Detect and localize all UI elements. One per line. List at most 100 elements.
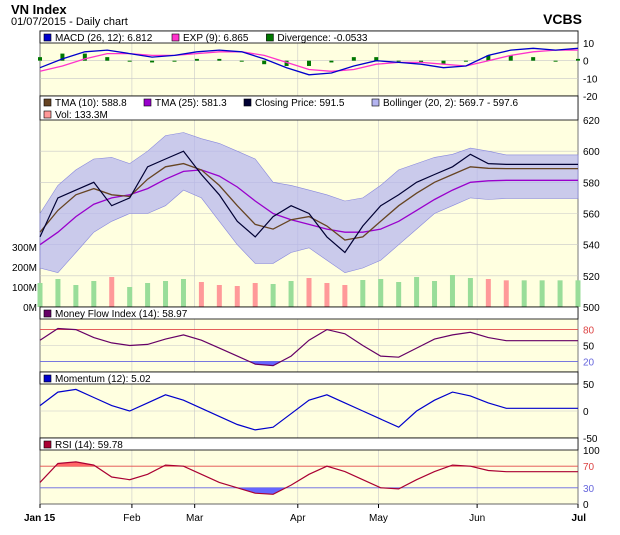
- divergence-bar: [419, 60, 424, 63]
- y-tick-label: 100: [583, 446, 600, 457]
- x-tick-label: Jun: [469, 513, 485, 524]
- divergence-bar: [441, 60, 446, 65]
- divergence-bar: [553, 60, 558, 62]
- brand-label: VCBS: [543, 11, 582, 27]
- y-tick-label: 540: [583, 241, 600, 252]
- divergence-bar: [351, 57, 356, 61]
- volume-bar: [73, 285, 79, 307]
- divergence-bar: [508, 55, 513, 61]
- divergence-bar: [307, 60, 311, 66]
- volume-bar: [485, 279, 491, 307]
- y-tick-label: 10: [583, 39, 595, 50]
- closing-price-line: [39, 150, 578, 254]
- volume-bar: [37, 283, 43, 307]
- divergence-bar: [150, 60, 155, 63]
- volume-bar: [252, 283, 258, 307]
- divergence-bar: [374, 57, 379, 61]
- x-tick-label: Feb: [123, 513, 141, 524]
- legend-label: Bollinger (20, 2): 569.7 - 597.6: [383, 98, 519, 109]
- volume-tick-label: 0M: [23, 303, 37, 314]
- volume-bar: [414, 277, 420, 307]
- tma10-line: [39, 162, 578, 241]
- legend-label: EXP (9): 6.865: [183, 33, 249, 44]
- divergence-bar: [38, 57, 42, 61]
- rsi-legend-bar: [39, 437, 579, 451]
- volume-bar: [539, 280, 545, 307]
- y-tick-label: 50: [583, 380, 595, 391]
- divergence-bar: [127, 60, 132, 62]
- y-tick-label: 50: [583, 342, 595, 353]
- legend-swatch: [43, 98, 52, 107]
- divergence-bar: [463, 60, 468, 62]
- volume-bar: [557, 280, 563, 307]
- divergence-bar: [576, 58, 580, 61]
- legend-swatch: [43, 110, 52, 119]
- y-tick-label: 20: [583, 357, 595, 368]
- volume-bar: [91, 281, 97, 307]
- divergence-bar: [172, 60, 177, 62]
- volume-bar: [324, 283, 330, 307]
- volume-bar: [396, 282, 402, 307]
- y-tick-label: 520: [583, 272, 600, 283]
- tma25-line: [39, 169, 578, 246]
- y-tick-label: 0: [583, 57, 589, 68]
- volume-bar: [127, 287, 133, 307]
- volume-bar: [234, 286, 240, 307]
- legend-label: TMA (10): 588.8: [55, 98, 127, 109]
- legend-label: Money Flow Index (14): 58.97: [55, 309, 188, 320]
- y-tick-label: 620: [583, 116, 600, 127]
- legend-swatch: [43, 440, 52, 449]
- divergence-bar: [60, 53, 65, 61]
- momentum-legend-bar: [39, 371, 579, 385]
- divergence-bar: [531, 57, 536, 61]
- legend-label: RSI (14): 59.78: [55, 440, 123, 451]
- y-tick-label: 600: [583, 147, 600, 158]
- rsi-line: [39, 461, 578, 495]
- volume-bar: [55, 279, 61, 307]
- legend-label: Divergence: -0.0533: [277, 33, 367, 44]
- y-tick-label: 80: [583, 326, 595, 337]
- x-tick-label: Jul: [572, 513, 587, 524]
- legend-label: Closing Price: 591.5: [255, 98, 345, 109]
- y-tick-label: 0: [583, 500, 589, 511]
- chart-title: VN Index: [11, 2, 67, 17]
- volume-bar: [432, 281, 438, 307]
- legend-label: Vol: 133.3M: [55, 110, 108, 121]
- divergence-bar: [217, 58, 222, 61]
- mfi-legend-bar: [39, 306, 579, 320]
- divergence-bar: [105, 57, 110, 61]
- legend-swatch: [266, 33, 274, 42]
- volume-bar: [360, 280, 366, 307]
- y-tick-label: -10: [583, 74, 598, 85]
- divergence-bar: [284, 60, 289, 66]
- y-tick-label: 30: [583, 484, 595, 495]
- volume-bar: [378, 279, 384, 307]
- volume-bar: [449, 275, 455, 307]
- bollinger-band: [39, 132, 579, 274]
- chart-subtitle: 01/07/2015 - Daily chart: [11, 16, 128, 28]
- legend-swatch: [43, 33, 52, 42]
- divergence-bar: [486, 55, 491, 61]
- volume-bar: [503, 280, 509, 307]
- volume-tick-label: 200M: [12, 263, 37, 274]
- x-tick-label: Jan 15: [24, 513, 56, 524]
- y-tick-label: 0: [583, 407, 589, 418]
- volume-bar: [288, 281, 294, 307]
- volume-bar: [575, 280, 581, 307]
- legend-label: Momentum (12): 5.02: [55, 374, 151, 385]
- x-tick-label: Apr: [290, 513, 306, 524]
- legend-swatch: [371, 98, 380, 107]
- legend-swatch: [43, 309, 52, 318]
- y-tick-label: -50: [583, 434, 598, 445]
- macd-line: [39, 47, 579, 76]
- legend-swatch: [243, 98, 252, 107]
- divergence-bar: [239, 60, 244, 62]
- divergence-bar: [396, 60, 401, 62]
- legend-swatch: [43, 374, 52, 383]
- volume-bar: [198, 282, 204, 307]
- divergence-bar: [82, 53, 87, 61]
- volume-bar: [467, 278, 473, 307]
- mfi-line: [39, 327, 578, 367]
- divergence-bar: [329, 60, 334, 63]
